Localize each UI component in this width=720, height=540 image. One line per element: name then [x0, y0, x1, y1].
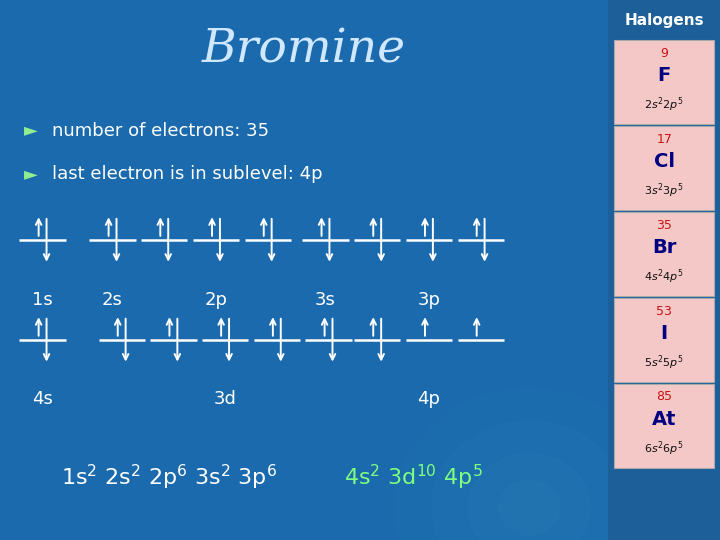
Text: 85: 85	[656, 390, 672, 403]
Text: Halogens: Halogens	[624, 14, 704, 29]
Circle shape	[469, 454, 590, 540]
Text: 53: 53	[656, 305, 672, 318]
Text: 35: 35	[656, 219, 672, 232]
Text: 2s: 2s	[102, 291, 123, 308]
Text: 1s: 1s	[32, 291, 53, 308]
Text: 17: 17	[656, 133, 672, 146]
Text: 3d: 3d	[214, 390, 237, 408]
Text: $4s^24p^5$: $4s^24p^5$	[644, 268, 684, 286]
Text: F: F	[657, 66, 671, 85]
Bar	[614, 212, 714, 296]
Bar	[614, 384, 714, 468]
Text: ►: ►	[24, 165, 38, 183]
Text: I: I	[661, 324, 667, 343]
Text: $2s^22p^5$: $2s^22p^5$	[644, 96, 684, 114]
Bar	[614, 298, 714, 382]
Text: 9: 9	[660, 47, 668, 60]
Text: 4p: 4p	[418, 390, 441, 408]
Text: 4s$^2$ 3d$^{10}$ 4p$^5$: 4s$^2$ 3d$^{10}$ 4p$^5$	[343, 463, 482, 492]
Text: Bromine: Bromine	[202, 27, 406, 72]
Text: 1s$^2$ 2s$^2$ 2p$^6$ 3s$^2$ 3p$^6$: 1s$^2$ 2s$^2$ 2p$^6$ 3s$^2$ 3p$^6$	[60, 463, 279, 492]
Circle shape	[432, 421, 626, 540]
Text: ►: ►	[24, 122, 38, 139]
Text: Cl: Cl	[654, 152, 675, 171]
Circle shape	[499, 481, 559, 535]
Text: number of electrons: 35: number of electrons: 35	[52, 122, 269, 139]
Text: 3p: 3p	[418, 291, 441, 308]
Text: 2p: 2p	[204, 291, 228, 308]
Bar	[614, 126, 714, 210]
Text: last electron is in sublevel: 4p: last electron is in sublevel: 4p	[52, 165, 323, 183]
Text: Br: Br	[652, 238, 676, 257]
Text: $3s^23p^5$: $3s^23p^5$	[644, 182, 684, 200]
Text: 3s: 3s	[315, 291, 336, 308]
Text: $6s^26p^5$: $6s^26p^5$	[644, 440, 684, 458]
Bar	[614, 40, 714, 124]
Circle shape	[395, 389, 663, 540]
Text: 4s: 4s	[32, 390, 53, 408]
Text: $5s^25p^5$: $5s^25p^5$	[644, 354, 684, 372]
Text: At: At	[652, 410, 677, 429]
